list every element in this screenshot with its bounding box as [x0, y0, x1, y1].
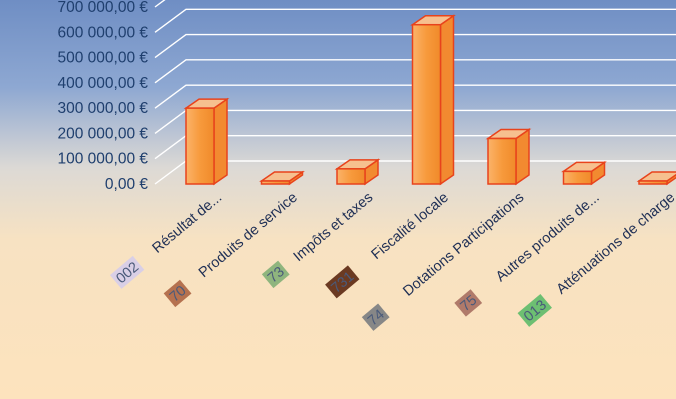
bar-front	[260, 180, 291, 185]
y-tick-label: 400 000,00 €	[57, 75, 148, 92]
bar	[561, 160, 607, 186]
bars	[183, 14, 676, 186]
category-code-badge	[325, 265, 360, 299]
gridline	[154, 59, 676, 84]
category-code-badge	[517, 293, 552, 327]
gridline	[154, 33, 676, 59]
bar-side	[439, 14, 455, 186]
y-tick-label: 700 000,00 €	[57, 0, 148, 16]
bar-front	[638, 180, 668, 185]
category-code-badge	[261, 260, 290, 289]
y-axis-ticks: 0,00 € 100 000,00 € 200 000,00 € 300 000,00…	[57, 0, 148, 193]
category-code-badge	[361, 303, 390, 331]
category-code-badge	[163, 279, 192, 308]
y-tick-label: 0,00 €	[105, 176, 148, 193]
bar-front	[487, 137, 517, 185]
bar	[334, 158, 381, 186]
category-code: 73	[265, 264, 288, 287]
bar-front	[336, 168, 366, 185]
y-tick-label: 200 000,00 €	[57, 125, 148, 142]
category-code-badge	[454, 289, 483, 317]
bar	[183, 97, 230, 186]
gridline	[154, 84, 676, 109]
bar	[410, 14, 456, 186]
category-code-badge	[109, 255, 145, 289]
category-code: 70	[167, 283, 190, 306]
y-tick-label: 600 000,00 €	[57, 24, 148, 41]
category-code: 75	[458, 292, 481, 315]
bar	[259, 170, 305, 186]
bar-front	[562, 170, 593, 185]
bar	[636, 171, 676, 186]
bar-side	[213, 97, 228, 186]
y-tick-label: 300 000,00 €	[57, 100, 148, 117]
gridline	[154, 8, 676, 33]
y-tick-label: 100 000,00 €	[57, 151, 148, 168]
bar-front	[185, 107, 215, 185]
y-tick-label: 500 000,00 €	[57, 50, 148, 67]
bar-front	[411, 23, 442, 185]
bar	[485, 128, 532, 186]
category-code: 74	[365, 307, 388, 330]
